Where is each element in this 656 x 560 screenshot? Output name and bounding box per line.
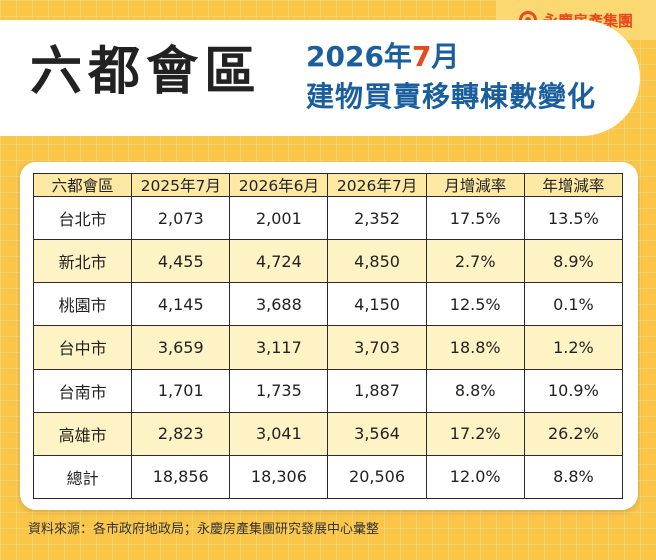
table-cell: 18,306 bbox=[229, 454, 329, 500]
table-cell: 26.2% bbox=[523, 411, 624, 456]
table-cell: 3,041 bbox=[229, 411, 329, 456]
data-table: 六都會區 2025年7月 2026年6月 2026年7月 月增減率 年增減率 台… bbox=[32, 173, 624, 500]
table-row: 台中市 3,659 3,117 3,703 18.8% 1.2% bbox=[32, 325, 624, 370]
table-cell: 17.2% bbox=[425, 411, 525, 456]
table-cell: 8.8% bbox=[523, 454, 624, 500]
column-header: 六都會區 bbox=[32, 173, 133, 197]
subtitle-month-suffix: 月 bbox=[431, 40, 460, 73]
table-total-row: 總計 18,856 18,306 20,506 12.0% 8.8% bbox=[32, 454, 624, 500]
header-band bbox=[0, 20, 640, 136]
table-cell: 高雄市 bbox=[32, 411, 133, 456]
column-header: 2026年6月 bbox=[229, 173, 329, 197]
table-cell: 18,856 bbox=[131, 454, 231, 500]
column-header: 月增減率 bbox=[425, 173, 525, 197]
table-cell: 台北市 bbox=[32, 195, 133, 241]
table-cell: 1,735 bbox=[229, 368, 329, 413]
table-cell: 桃園市 bbox=[32, 282, 133, 327]
table-cell: 3,703 bbox=[327, 325, 427, 370]
table-cell: 4,145 bbox=[131, 282, 231, 327]
subtitle-description: 建物買賣移轉棟數變化 bbox=[306, 80, 597, 113]
table-cell: 8.9% bbox=[523, 239, 624, 284]
table-cell: 4,150 bbox=[327, 282, 427, 327]
table-cell: 2,352 bbox=[327, 195, 427, 241]
table-card: 六都會區 2025年7月 2026年6月 2026年7月 月增減率 年增減率 台… bbox=[20, 162, 638, 510]
table-row: 高雄市 2,823 3,041 3,564 17.2% 26.2% bbox=[32, 411, 624, 456]
table-row: 台北市 2,073 2,001 2,352 17.5% 13.5% bbox=[32, 195, 624, 241]
table-header-row: 六都會區 2025年7月 2026年6月 2026年7月 月增減率 年增減率 bbox=[32, 173, 624, 197]
table-cell: 2,823 bbox=[131, 411, 231, 456]
column-header: 年增減率 bbox=[523, 173, 624, 197]
table-cell: 4,724 bbox=[229, 239, 329, 284]
table-row: 新北市 4,455 4,724 4,850 2.7% 8.9% bbox=[32, 239, 624, 284]
subtitle-period: 2026年7月 bbox=[306, 40, 459, 74]
table-cell: 2.7% bbox=[425, 239, 525, 284]
table-cell: 1,701 bbox=[131, 368, 231, 413]
table-cell: 總計 bbox=[32, 454, 133, 500]
table-cell: 台中市 bbox=[32, 325, 133, 370]
table-cell: 2,073 bbox=[131, 195, 231, 241]
table-cell: 台南市 bbox=[32, 368, 133, 413]
page-title: 六都會區 bbox=[30, 42, 263, 102]
table-cell: 20,506 bbox=[327, 454, 427, 500]
table-cell: 新北市 bbox=[32, 239, 133, 284]
table-cell: 3,564 bbox=[327, 411, 427, 456]
table-cell: 10.9% bbox=[523, 368, 624, 413]
column-header: 2026年7月 bbox=[327, 173, 427, 197]
table-cell: 1,887 bbox=[327, 368, 427, 413]
table-row: 台南市 1,701 1,735 1,887 8.8% 10.9% bbox=[32, 368, 624, 413]
table-cell: 12.5% bbox=[425, 282, 525, 327]
table-cell: 3,659 bbox=[131, 325, 231, 370]
table-row: 桃園市 4,145 3,688 4,150 12.5% 0.1% bbox=[32, 282, 624, 327]
source-note: 資料來源：各市政府地政局；永慶房產集團研究發展中心彙整 bbox=[28, 522, 380, 537]
subtitle-month: 7 bbox=[411, 40, 432, 73]
table-cell: 3,688 bbox=[229, 282, 329, 327]
subtitle-year: 2026年 bbox=[306, 40, 412, 73]
table-cell: 4,455 bbox=[131, 239, 231, 284]
table-cell: 3,117 bbox=[229, 325, 329, 370]
table-cell: 18.8% bbox=[425, 325, 525, 370]
table-cell: 4,850 bbox=[327, 239, 427, 284]
table-cell: 8.8% bbox=[425, 368, 525, 413]
table-cell: 12.0% bbox=[425, 454, 525, 500]
table-cell: 1.2% bbox=[523, 325, 624, 370]
table-cell: 0.1% bbox=[523, 282, 624, 327]
table-cell: 13.5% bbox=[523, 195, 624, 241]
table-cell: 17.5% bbox=[425, 195, 525, 241]
column-header: 2025年7月 bbox=[131, 173, 231, 197]
table-cell: 2,001 bbox=[229, 195, 329, 241]
